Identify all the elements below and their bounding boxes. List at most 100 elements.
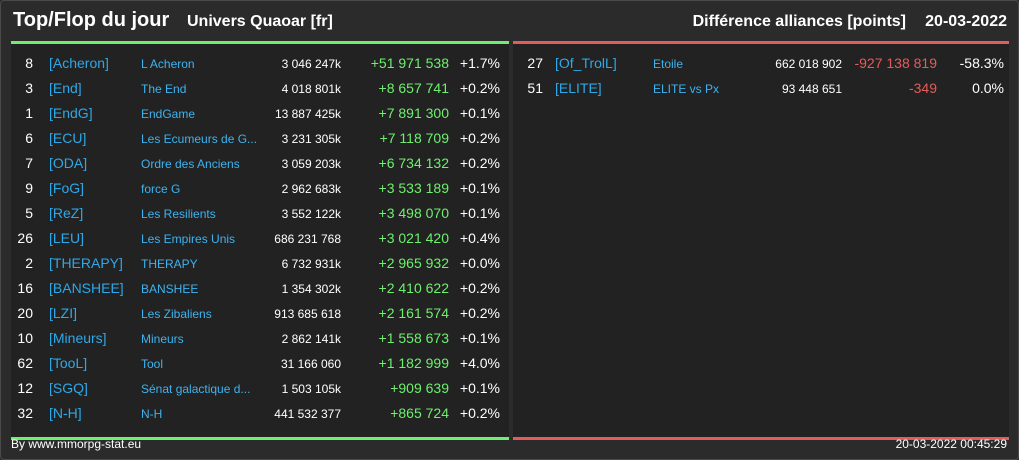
- percent-cell: +0.2%: [459, 405, 500, 421]
- alliance-name-link[interactable]: EndGame: [141, 107, 196, 121]
- top-row: 3 [End] The End 4 018 801k +8 657 741 +0.2%: [11, 75, 509, 100]
- rank-cell: 3: [25, 80, 33, 96]
- percent-cell: -58.3%: [959, 55, 1004, 71]
- flop-panel: 27 [Of_TrolL] Etoile 662 018 902 -927 138 81…: [513, 41, 1009, 440]
- subtitle: Différence alliances [points]: [692, 13, 906, 30]
- delta-cell: +3 533 189: [378, 180, 449, 196]
- points-cell: 913 685 618: [274, 307, 341, 321]
- points-cell: 3 059 203k: [281, 157, 341, 171]
- rank-cell: 1: [25, 105, 33, 121]
- alliance-tag-link[interactable]: [LZI]: [49, 305, 78, 321]
- top-row: 20 [LZI] Les Zibaliens 913 685 618 +2 161 57…: [11, 300, 509, 325]
- alliance-tag-link[interactable]: [EndG]: [49, 105, 93, 121]
- percent-cell: +1.7%: [459, 55, 500, 71]
- footer-timestamp: 20-03-2022 00:45:29: [895, 437, 1007, 451]
- delta-cell: +2 965 932: [378, 255, 449, 271]
- points-cell: 1 503 105k: [281, 382, 341, 396]
- rank-cell: 5: [25, 205, 33, 221]
- alliance-tag-link[interactable]: [FoG]: [49, 180, 85, 196]
- alliance-name-link[interactable]: Sénat galactique d...: [141, 382, 251, 396]
- rank-cell: 8: [25, 55, 33, 71]
- flop-row: 51 [ELITE] ELITE vs Px 93 448 651 -349 0.0%: [513, 75, 1009, 100]
- delta-cell: +1 182 999: [378, 355, 449, 371]
- rank-cell: 9: [25, 180, 33, 196]
- alliance-tag-link[interactable]: [Mineurs]: [49, 330, 107, 346]
- delta-cell: +8 657 741: [378, 80, 449, 96]
- percent-cell: +0.2%: [459, 280, 500, 296]
- header-date: 20-03-2022: [925, 13, 1007, 30]
- percent-cell: +4.0%: [459, 355, 500, 371]
- rank-cell: 7: [25, 155, 33, 171]
- delta-cell: +7 891 300: [378, 105, 449, 121]
- alliance-tag-link[interactable]: [Acheron]: [49, 55, 109, 71]
- delta-cell: +7 118 709: [379, 130, 449, 146]
- alliance-name-link[interactable]: Ordre des Anciens: [141, 157, 240, 171]
- percent-cell: +0.2%: [459, 80, 500, 96]
- top-row: 62 [TooL] Tool 31 166 060 +1 182 999 +4.0%: [11, 350, 509, 375]
- top-row: 32 [N-H] N-H 441 532 377 +865 724 +0.2%: [11, 400, 509, 425]
- alliance-name-link[interactable]: Les Resilients: [141, 207, 216, 221]
- percent-cell: +0.1%: [459, 180, 500, 196]
- alliance-name-link[interactable]: L Acheron: [141, 57, 195, 71]
- alliance-tag-link[interactable]: [N-H]: [49, 405, 82, 421]
- rank-cell: 12: [17, 380, 33, 396]
- delta-cell: +2 410 622: [378, 280, 449, 296]
- alliance-tag-link[interactable]: [ReZ]: [49, 205, 84, 221]
- delta-cell: +51 971 538: [370, 55, 449, 71]
- delta-cell: +865 724: [390, 405, 449, 421]
- top-row: 2 [THERAPY] THERAPY 6 732 931k +2 965 932 +0.…: [11, 250, 509, 275]
- alliance-tag-link[interactable]: [THERAPY]: [49, 255, 123, 271]
- alliance-tag-link[interactable]: [TooL]: [49, 355, 88, 371]
- delta-cell: -927 138 819: [854, 55, 937, 71]
- points-cell: 93 448 651: [781, 82, 842, 96]
- alliance-tag-link[interactable]: [End]: [49, 80, 82, 96]
- delta-cell: +6 734 132: [378, 155, 449, 171]
- footer-credit: By www.mmorpg-stat.eu: [11, 437, 142, 451]
- points-cell: 686 231 768: [274, 232, 341, 246]
- top-row: 9 [FoG] force G 2 962 683k +3 533 189 +0.1%: [11, 175, 509, 200]
- alliance-name-link[interactable]: BANSHEE: [141, 282, 199, 296]
- delta-cell: +909 639: [390, 380, 449, 396]
- alliance-name-link[interactable]: Les Empires Unis: [141, 232, 236, 246]
- points-cell: 3 046 247k: [281, 57, 341, 71]
- delta-cell: -349: [908, 80, 937, 96]
- points-cell: 6 732 931k: [281, 257, 341, 271]
- percent-cell: +0.4%: [459, 230, 500, 246]
- top-row: 10 [Mineurs] Mineurs 2 862 141k +1 558 673 +0…: [11, 325, 509, 350]
- alliance-tag-link[interactable]: [LEU]: [49, 230, 85, 246]
- alliance-name-link[interactable]: force G: [141, 182, 181, 196]
- rank-cell: 6: [25, 130, 33, 146]
- alliance-tag-link[interactable]: [ODA]: [49, 155, 88, 171]
- alliance-name-link[interactable]: N-H: [141, 407, 163, 421]
- rank-cell: 51: [527, 80, 543, 96]
- alliance-name-link[interactable]: The End: [141, 82, 187, 96]
- top-row: 5 [ReZ] Les Resilients 3 552 122k +3 498 070…: [11, 200, 509, 225]
- rank-cell: 26: [17, 230, 33, 246]
- alliance-name-link[interactable]: ELITE vs Px: [653, 82, 720, 96]
- top-row: 8 [Acheron] L Acheron 3 046 247k +51 971 538…: [11, 50, 509, 75]
- delta-cell: +2 161 574: [378, 305, 449, 321]
- points-cell: 662 018 902: [775, 57, 842, 71]
- alliance-name-link[interactable]: Etoile: [653, 57, 684, 71]
- universe-label: Univers Quaoar [fr]: [187, 13, 333, 30]
- alliance-tag-link[interactable]: [ECU]: [49, 130, 87, 146]
- alliance-name-link[interactable]: Mineurs: [141, 332, 184, 346]
- top-row: 1 [EndG] EndGame 13 887 425k +7 891 300 +0.1%: [11, 100, 509, 125]
- alliance-name-link[interactable]: Tool: [141, 357, 164, 371]
- rank-cell: 16: [17, 280, 33, 296]
- alliance-name-link[interactable]: Les Zibaliens: [141, 307, 212, 321]
- alliance-tag-link[interactable]: [SGQ]: [49, 380, 88, 396]
- alliance-tag-link[interactable]: [Of_TrolL]: [555, 55, 617, 71]
- delta-cell: +3 021 420: [378, 230, 449, 246]
- delta-cell: +3 498 070: [378, 205, 449, 221]
- alliance-tag-link[interactable]: [ELITE]: [555, 80, 602, 96]
- alliance-name-link[interactable]: THERAPY: [141, 257, 198, 271]
- alliance-tag-link[interactable]: [BANSHEE]: [49, 280, 124, 296]
- percent-cell: +0.2%: [459, 305, 500, 321]
- flop-row: 27 [Of_TrolL] Etoile 662 018 902 -927 138 81…: [513, 50, 1009, 75]
- header: Top/Flop du jour Univers Quaoar [fr] Dif…: [1, 1, 1018, 41]
- top-row: 16 [BANSHEE] BANSHEE 1 354 302k +2 410 622 +0…: [11, 275, 509, 300]
- top-row: 7 [ODA] Ordre des Anciens 3 059 203k +6 734 …: [11, 150, 509, 175]
- alliance-name-link[interactable]: Les Ecumeurs de G...: [141, 132, 258, 146]
- top-panel: 8 [Acheron] L Acheron 3 046 247k +51 971 538…: [11, 41, 509, 440]
